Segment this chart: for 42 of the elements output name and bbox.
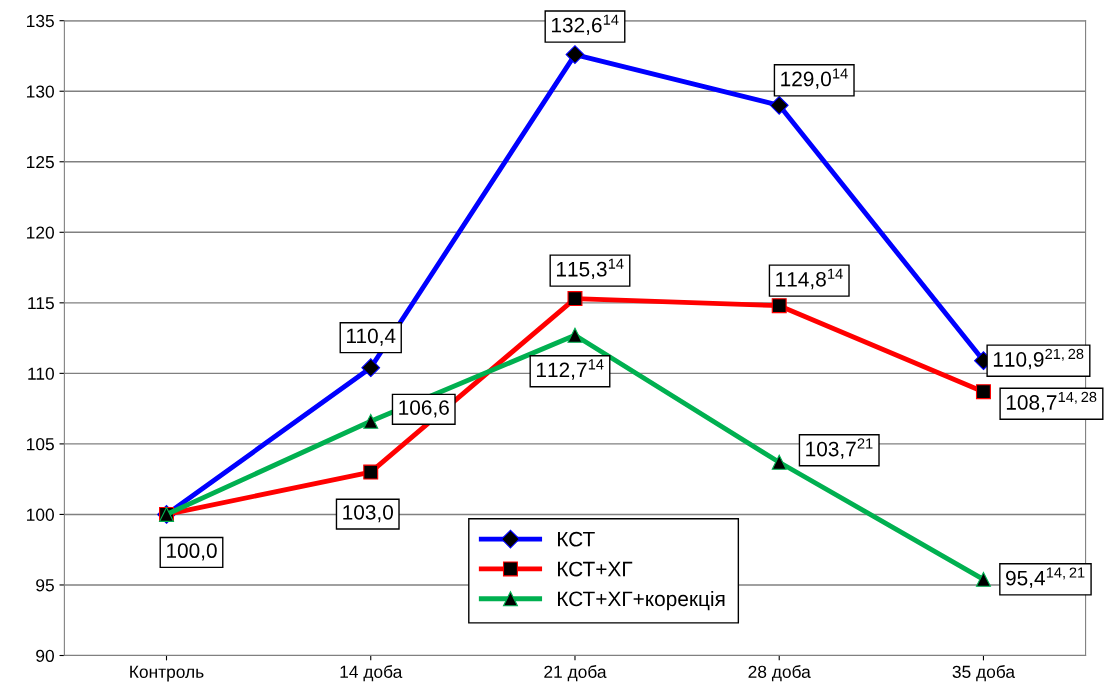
data-label: 103,0 (343, 504, 393, 523)
y-tick-label: 130 (27, 85, 54, 98)
point (567, 327, 583, 343)
data-label: 95,4$^{14,21}$ (1006, 567, 1085, 588)
y-tick-label: 110 (28, 367, 54, 380)
y-tick-label: 120 (27, 226, 54, 239)
data-label: 110,4 (347, 328, 396, 346)
legend-label: КСТ+ХГ (558, 561, 633, 577)
point (975, 571, 991, 587)
x-tick-label: 14 доба (340, 665, 403, 682)
y-tick-label: 135 (27, 14, 54, 28)
x-tick-label: 21 доба (544, 665, 607, 682)
data-label: 114,8$^{14}$ (776, 268, 843, 290)
y-tick-label: 90 (36, 649, 54, 662)
legend-label: КСТ (558, 531, 595, 547)
data-label: 110,9$^{21,28}$ (993, 348, 1084, 370)
y-tick-label: 115 (28, 297, 54, 310)
x-tick-label: 28 доба (748, 665, 811, 682)
y-tick-label: 125 (27, 155, 54, 169)
point (975, 384, 991, 400)
data-label: 112,7$^{14}$ (536, 359, 604, 380)
point (363, 413, 379, 429)
y-tick-label: 95 (36, 579, 54, 592)
point (769, 95, 789, 115)
data-label: 132,6$^{14}$ (551, 14, 619, 36)
y-tick-label: 100 (27, 508, 54, 521)
point (565, 45, 585, 64)
point (771, 454, 787, 470)
data-label: 103,7$^{21}$ (806, 438, 873, 459)
x-tick-label: Контроль (130, 665, 204, 682)
data-label: 108,7$^{14,28}$ (1006, 391, 1097, 413)
y-tick-label: 105 (27, 438, 54, 451)
point (567, 291, 583, 307)
data-label: 106,6 (399, 400, 449, 418)
data-label: 100,0 (167, 543, 217, 561)
point (363, 464, 379, 480)
legend-label: КСТ+ХГ+корекція (558, 590, 725, 611)
x-tick-label: 35 доба (952, 665, 1016, 682)
data-label: 115,3$^{14}$ (556, 258, 624, 280)
data-label: 129,0$^{14}$ (781, 68, 848, 89)
point (771, 298, 787, 314)
point (361, 358, 381, 378)
